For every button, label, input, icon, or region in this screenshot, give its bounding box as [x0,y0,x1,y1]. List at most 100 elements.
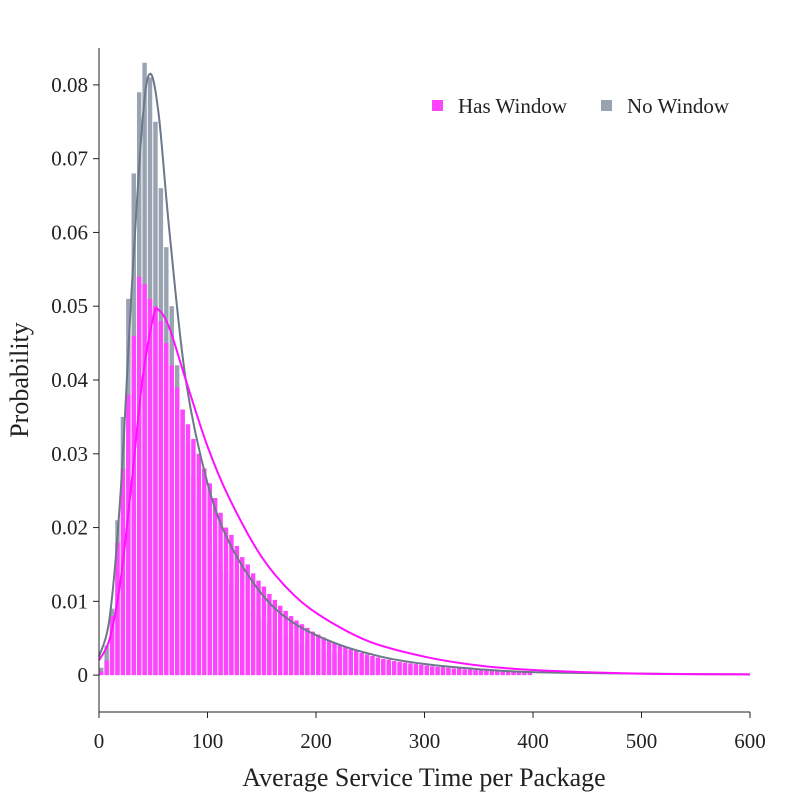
bar-has-window-7 [136,276,142,676]
bar-has-window-40 [316,634,321,676]
bar-has-window-60 [424,665,429,676]
bar-has-window-13 [169,365,174,676]
bar-has-window-50 [370,655,375,676]
bar-has-window-6 [131,335,136,676]
bar-has-window-57 [408,663,413,676]
bar-has-window-27 [245,564,250,676]
x-tick-label-4: 400 [517,729,549,753]
bar-has-window-76 [511,671,516,676]
bar-has-window-52 [381,658,386,676]
bar-has-window-68 [467,669,473,676]
bar-has-window-63 [440,667,446,676]
bar-has-window-31 [267,593,272,676]
bar-has-window-3 [115,542,120,676]
bar-has-window-17 [191,439,196,676]
bar-has-window-19 [202,468,207,676]
bar-has-window-39 [310,631,315,676]
bar-has-window-73 [495,670,500,676]
x-tick-label-2: 200 [300,729,332,753]
bar-has-window-65 [451,668,457,676]
bar-has-window-79 [527,672,532,676]
y-tick-label-2: 0.02 [51,516,88,540]
bar-has-window-15 [180,409,185,676]
bar-has-window-34 [283,610,288,676]
y-tick-label-8: 0.08 [51,73,88,97]
bar-has-window-74 [500,671,505,676]
x-tick-label-6: 600 [734,729,766,753]
y-tick-label-1: 0.01 [51,589,88,613]
kde-curve-no-window [98,72,751,676]
bar-has-window-41 [321,637,326,676]
bar-has-window-67 [462,669,467,676]
y-axis-title: Probability [5,322,34,438]
bar-no-window-1 [104,645,109,676]
bar-has-window-64 [446,667,451,676]
legend-label-has-window: Has Window [458,94,568,118]
bar-has-window-28 [250,573,256,676]
bar-has-window-35 [288,616,294,676]
bar-has-window-69 [473,669,478,676]
legend: Has Window No Window [432,94,730,118]
curves-layer [98,72,751,676]
ticks-layer: 0 100 200 300 400 500 600 0 0.01 0.02 0.03 0.04 0.05… [51,73,766,753]
bar-has-window-18 [196,453,202,676]
y-tick-label-0: 0 [78,663,89,687]
bar-has-window-78 [522,672,527,676]
bars-layer [99,62,532,676]
bar-has-window-70 [478,669,484,676]
bar-has-window-16 [185,424,191,676]
bar-has-window-45 [343,647,348,676]
bar-has-window-25 [234,546,240,676]
bar-has-window-49 [364,654,370,676]
legend-label-no-window: No Window [627,94,730,118]
bar-has-window-26 [240,557,245,676]
bar-has-window-71 [484,670,489,676]
bar-has-window-0 [99,671,104,676]
bar-has-window-4 [120,468,126,676]
x-tick-label-5: 500 [626,729,658,753]
bar-has-window-55 [397,661,402,676]
bar-has-window-36 [294,620,299,676]
bar-has-window-37 [299,624,305,676]
bar-has-window-29 [256,580,261,676]
legend-swatch-no-window [601,100,612,111]
bar-has-window-21 [212,498,218,676]
bar-has-window-10 [153,306,158,676]
legend-swatch-has-window [432,100,443,111]
x-axis-title: Average Service Time per Package [242,763,605,792]
bar-has-window-20 [207,483,212,676]
x-tick-label-0: 0 [94,729,105,753]
bar-has-window-24 [229,534,234,676]
bar-has-window-56 [402,662,408,676]
bar-has-window-9 [147,298,153,676]
bar-has-window-11 [158,320,164,676]
bar-has-window-2 [109,616,115,676]
bar-has-window-53 [386,659,391,676]
x-tick-label-3: 300 [409,729,441,753]
bar-has-window-75 [505,671,511,676]
bar-has-window-14 [174,387,180,676]
y-tick-label-6: 0.06 [51,220,88,244]
bar-has-window-72 [489,670,495,676]
bar-has-window-47 [353,650,359,676]
bar-has-window-58 [413,664,419,676]
bar-has-window-43 [332,642,337,676]
y-tick-label-5: 0.05 [51,294,88,318]
bar-has-window-62 [435,667,440,676]
bar-has-window-48 [359,652,364,676]
kde-curve-has-window [98,307,751,676]
bar-has-window-44 [337,644,343,676]
bar-has-window-59 [419,664,424,676]
bar-has-window-42 [326,640,332,676]
bar-has-window-77 [516,672,522,676]
bar-has-window-46 [348,649,353,676]
bar-has-window-8 [142,284,147,676]
bar-has-window-23 [223,527,229,676]
bar-has-window-38 [305,627,310,676]
bar-has-window-30 [261,586,267,676]
bar-has-window-12 [164,343,169,676]
bar-has-window-33 [278,605,283,676]
bar-has-window-54 [391,661,397,676]
